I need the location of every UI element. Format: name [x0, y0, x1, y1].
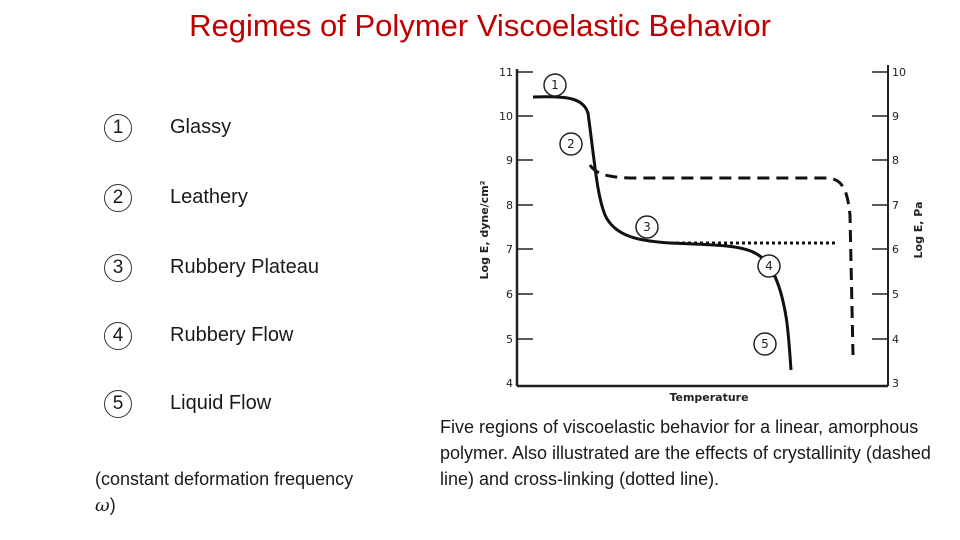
frequency-note: (constant deformation frequency ω) [95, 466, 355, 519]
region-marker-label: 2 [567, 137, 575, 151]
slide-title: Regimes of Polymer Viscoelastic Behavior [189, 8, 771, 43]
left-tick-label: 7 [506, 243, 513, 256]
regime-number-circle: 5 [104, 390, 132, 418]
regime-label: Rubbery Flow [170, 324, 294, 346]
regime-glassy: 1 Glassy [100, 108, 430, 148]
omega-symbol: ω [95, 495, 110, 516]
regime-number-circle: 4 [104, 322, 132, 350]
regime-rubbery-plateau: 3 Rubbery Plateau [100, 248, 430, 288]
right-tick-label: 5 [892, 288, 899, 301]
regime-number-circle: 3 [104, 254, 132, 282]
right-tick-label: 3 [892, 377, 899, 390]
right-tick-label: 7 [892, 199, 899, 212]
regime-liquid-flow: 5 Liquid Flow [100, 384, 430, 424]
left-tick-marks [517, 71, 533, 340]
region-marker-label: 4 [765, 259, 773, 273]
right-tick-marks [872, 71, 888, 340]
left-tick-label: 6 [506, 288, 513, 301]
crystallinity-dashed-line [588, 164, 855, 356]
regime-number-circle: 2 [104, 184, 132, 212]
regime-label: Liquid Flow [170, 392, 272, 414]
left-axis-title: Log E, dyne/cm² [478, 180, 491, 279]
regime-label: Rubbery Plateau [170, 256, 319, 278]
region-marker-label: 1 [551, 78, 559, 92]
region-marker-circle [635, 215, 659, 239]
left-tick-label: 4 [506, 377, 513, 390]
region-marker-label: 3 [643, 220, 651, 234]
note-close: ) [109, 495, 116, 515]
regime-number-circle: 1 [104, 114, 132, 142]
regime-leathery: 2 Leathery [100, 178, 430, 218]
left-tick-label: 5 [506, 333, 513, 346]
modulus-temperature-figure: 11 10 9 8 7 6 5 4 10 9 8 7 6 5 4 3 Log E… [478, 65, 925, 404]
right-tick-label: 8 [892, 154, 899, 167]
region-marker-circle [757, 254, 781, 278]
region-marker-label: 5 [761, 337, 769, 351]
left-tick-label: 11 [499, 66, 513, 79]
right-tick-label: 6 [892, 243, 899, 256]
region-marker-circle [559, 132, 583, 156]
regime-rubbery-flow: 4 Rubbery Flow [100, 316, 430, 356]
right-tick-label: 4 [892, 333, 899, 346]
x-axis-title: Temperature [669, 391, 748, 404]
main-modulus-curve [532, 95, 793, 371]
right-tick-label: 10 [892, 66, 906, 79]
region-marker-circle [753, 332, 777, 356]
left-tick-label: 8 [506, 199, 513, 212]
regime-label: Leathery [170, 186, 248, 208]
left-tick-label: 10 [499, 110, 513, 123]
note-text: (constant deformation frequency [95, 469, 354, 489]
left-tick-label: 9 [506, 154, 513, 167]
right-tick-label: 9 [892, 110, 899, 123]
regime-label: Glassy [170, 116, 232, 138]
region-marker-circle [543, 73, 567, 97]
figure-caption: Five regions of viscoelastic behavior fo… [440, 417, 931, 489]
right-axis-title: Log E, Pa [912, 202, 925, 259]
